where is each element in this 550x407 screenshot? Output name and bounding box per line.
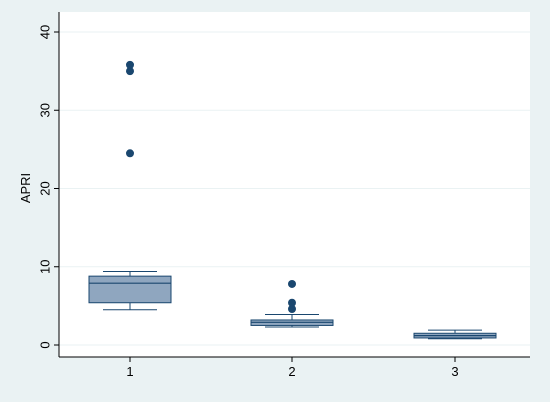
y-tick-label: 10 — [37, 260, 52, 274]
outlier-point — [288, 305, 296, 314]
outlier-point — [126, 60, 134, 69]
y-tick-label: 40 — [37, 25, 52, 39]
box — [88, 275, 172, 304]
y-tick-label: 20 — [37, 181, 52, 195]
outlier-point — [126, 67, 134, 76]
outlier-point — [126, 149, 134, 158]
outlier-point — [288, 279, 296, 288]
y-axis-label: APRI — [18, 173, 33, 203]
box-group — [250, 279, 334, 328]
box-group — [413, 329, 497, 340]
gridlines — [59, 31, 530, 346]
x-tick-label: 2 — [288, 364, 295, 379]
y-tick-label: 30 — [37, 103, 52, 117]
axes: 0 10 20 30 40 1 2 3 — [37, 12, 530, 379]
box-group — [88, 60, 172, 311]
x-tick-label: 3 — [451, 364, 458, 379]
outlier-point — [288, 298, 296, 307]
y-tick-label: 0 — [37, 341, 52, 348]
boxes — [88, 60, 497, 340]
x-tick-label: 1 — [126, 364, 133, 379]
